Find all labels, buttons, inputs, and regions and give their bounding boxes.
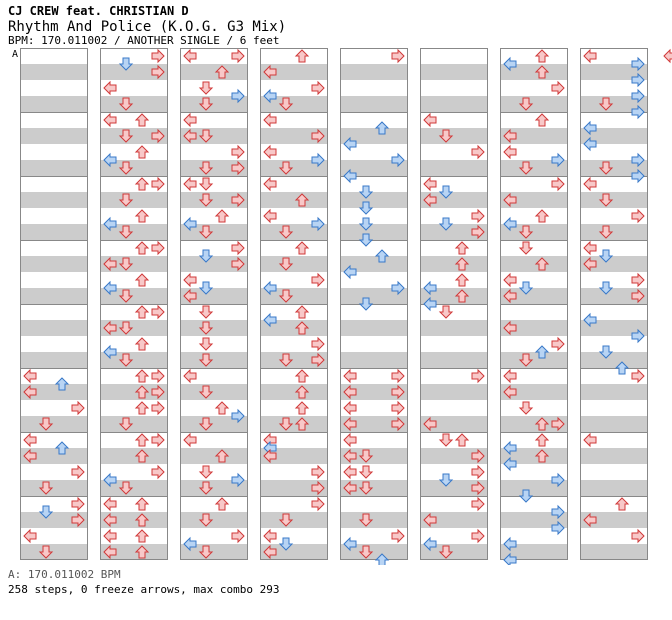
bpm-marker: A <box>12 49 18 60</box>
song-title: Rhythm And Police (K.O.G. G3 Mix) <box>8 19 287 35</box>
chart-info-line: BPM: 170.011002 / ANOTHER SINGLE / 6 fee… <box>8 34 280 47</box>
chart-column <box>420 48 488 560</box>
chart-column <box>500 48 568 560</box>
chart-column <box>180 48 248 560</box>
chart-column <box>20 48 88 560</box>
song-artist: CJ CREW feat. CHRISTIAN D <box>8 4 189 18</box>
chart-column <box>580 48 648 560</box>
bpm-legend: A: 170.011002 BPM <box>8 568 121 581</box>
chart-stats: 258 steps, 0 freeze arrows, max combo 29… <box>8 583 280 596</box>
step-chart: A <box>12 48 672 565</box>
chart-column <box>340 48 408 560</box>
step-arrow-left <box>663 49 672 63</box>
